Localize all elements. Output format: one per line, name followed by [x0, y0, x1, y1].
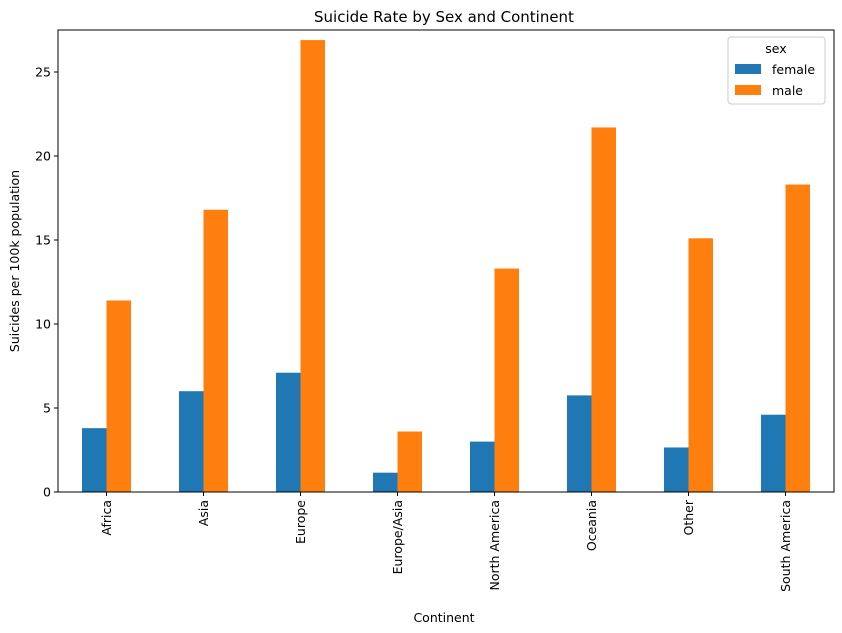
bar-europe-asia-male	[397, 431, 422, 492]
y-tick-label: 15	[35, 233, 51, 248]
x-tick-label-oceania: Oceania	[584, 500, 599, 551]
bar-europe-male	[300, 40, 325, 492]
x-tick-label-europe: Europe	[293, 500, 308, 544]
legend-swatch-female	[735, 64, 761, 74]
x-tick-label-africa: Africa	[99, 500, 114, 536]
bar-africa-male	[106, 300, 131, 492]
x-axis: Africa Asia Europe Europe/Asia North America…	[99, 492, 793, 592]
y-axis-title: Suicides per 100k population	[7, 170, 22, 352]
x-tick-label-europe-asia: Europe/Asia	[390, 500, 405, 574]
bar-north-america-male	[494, 268, 519, 492]
plot-area-frame	[57, 29, 835, 493]
x-tick-label-north-america: North America	[487, 500, 502, 591]
legend-label-male: male	[772, 83, 803, 98]
bar-south-america-male	[785, 184, 810, 492]
y-tick-label: 5	[43, 401, 51, 416]
y-tick-label: 10	[35, 317, 51, 332]
y-tick-label: 25	[35, 65, 51, 80]
bar-asia-male	[203, 209, 228, 492]
legend: sex female male	[727, 36, 826, 105]
y-tick-label: 0	[43, 485, 51, 500]
y-tick-label: 20	[35, 149, 51, 164]
y-axis: 0 5 10 15 20 25	[35, 65, 58, 500]
legend-label-female: female	[772, 62, 815, 77]
bar-asia-female	[179, 391, 204, 492]
bar-north-america-female	[470, 441, 495, 492]
bar-other-female	[664, 447, 689, 492]
bar-europe-female	[276, 372, 301, 492]
legend-swatch-male	[735, 85, 761, 95]
legend-title: sex	[765, 41, 786, 56]
bar-oceania-male	[591, 127, 616, 492]
x-axis-title: Continent	[413, 610, 474, 625]
bar-south-america-female	[761, 414, 786, 492]
bar-oceania-female	[567, 395, 592, 492]
bar-other-male	[688, 238, 713, 492]
chart-title: Suicide Rate by Sex and Continent	[314, 8, 574, 26]
x-tick-label-other: Other	[681, 499, 696, 535]
bars-group	[82, 40, 810, 492]
x-tick-label-south-america: South America	[778, 500, 793, 592]
bar-europe-asia-female	[373, 472, 398, 492]
bar-africa-female	[82, 428, 107, 492]
x-tick-label-asia: Asia	[196, 500, 211, 526]
